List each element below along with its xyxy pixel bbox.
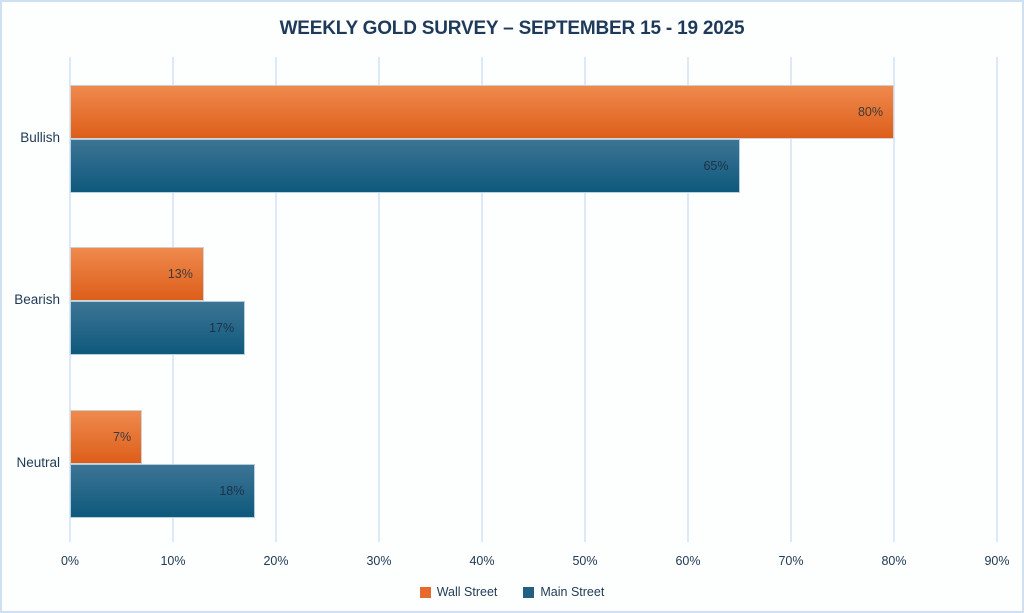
- data-label-wall-street-neutral: 7%: [113, 430, 132, 444]
- bar-main-street-neutral: 18%: [70, 464, 256, 518]
- gridline: [584, 57, 586, 542]
- legend-label-main-street: Main Street: [540, 585, 605, 599]
- gridline: [378, 57, 380, 542]
- main-street-swatch-icon: [523, 586, 535, 598]
- legend-label-wall-street: Wall Street: [436, 585, 498, 599]
- data-label-main-street-bullish: 65%: [703, 159, 729, 173]
- gridline: [481, 57, 483, 542]
- data-label-wall-street-bearish: 13%: [167, 267, 193, 281]
- x-tick-label: 0%: [60, 554, 80, 568]
- x-tick-label: 10%: [160, 554, 186, 568]
- bar-wall-street-neutral: 7%: [70, 410, 143, 464]
- x-tick-label: 80%: [881, 554, 907, 568]
- bar-wall-street-bearish: 13%: [70, 247, 204, 301]
- x-tick-label: 90%: [984, 554, 1010, 568]
- gridline: [790, 57, 792, 542]
- x-tick-label: 70%: [778, 554, 804, 568]
- category-label-bearish: Bearish: [14, 292, 60, 307]
- wall-street-swatch-icon: [419, 586, 431, 598]
- legend: Wall Street Main Street: [2, 585, 1022, 599]
- category-label-bullish: Bullish: [20, 130, 60, 145]
- legend-item-wall-street: Wall Street: [419, 585, 498, 599]
- x-tick-label: 40%: [469, 554, 495, 568]
- gridline: [893, 57, 895, 542]
- data-label-wall-street-bullish: 80%: [857, 105, 883, 119]
- bar-wall-street-bullish: 80%: [70, 85, 894, 139]
- bar-main-street-bullish: 65%: [70, 139, 740, 193]
- x-tick-label: 60%: [675, 554, 701, 568]
- data-label-main-street-bearish: 17%: [209, 321, 235, 335]
- x-tick-label: 30%: [366, 554, 392, 568]
- legend-item-main-street: Main Street: [523, 585, 604, 599]
- gridline: [687, 57, 689, 542]
- plot-area: 80% 65% 13% 17% 7% 18%: [69, 57, 998, 542]
- chart-title: WEEKLY GOLD SURVEY – SEPTEMBER 15 - 19 2…: [279, 18, 745, 39]
- gridline: [275, 57, 277, 542]
- gridline: [996, 57, 998, 542]
- bar-main-street-bearish: 17%: [70, 301, 246, 355]
- data-label-main-street-neutral: 18%: [219, 484, 245, 498]
- x-tick-label: 50%: [572, 554, 598, 568]
- category-label-neutral: Neutral: [16, 455, 60, 470]
- x-tick-label: 20%: [263, 554, 289, 568]
